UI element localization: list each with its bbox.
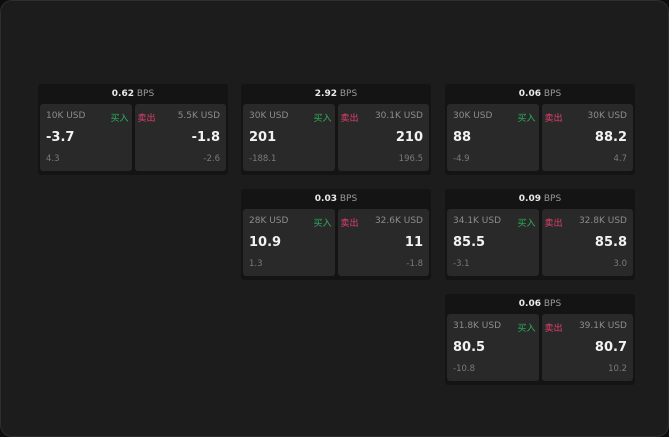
ask-quantity: 5.5K USD bbox=[177, 111, 220, 121]
bid-price: 10.9 bbox=[249, 235, 282, 250]
ask-price: 88.2 bbox=[594, 130, 627, 145]
quote-card: 0.09 BPS 34.1K USD 买入 85.5 -3.1 卖出 32.8K… bbox=[445, 189, 635, 280]
sell-label: 卖出 bbox=[544, 114, 563, 124]
ask-change: 10.2 bbox=[608, 364, 627, 374]
ask-quantity: 39.1K USD bbox=[578, 321, 627, 331]
bid-price: -3.7 bbox=[46, 130, 75, 145]
bid-quantity: 31.8K USD bbox=[453, 321, 502, 331]
buy-label: 买入 bbox=[313, 219, 332, 229]
bid-price: 85.5 bbox=[453, 235, 486, 250]
bid-price: 80.5 bbox=[453, 340, 486, 355]
spread-unit: BPS bbox=[543, 194, 562, 204]
bid-price: 201 bbox=[249, 130, 277, 145]
spread-header: 0.06 BPS bbox=[445, 294, 635, 314]
buy-button[interactable]: 28K USD 买入 10.9 1.3 bbox=[243, 209, 335, 276]
bid-quantity: 34.1K USD bbox=[453, 216, 502, 226]
ask-quantity: 30.1K USD bbox=[374, 111, 423, 121]
bid-quantity: 30K USD bbox=[249, 111, 289, 121]
spread-unit: BPS bbox=[339, 194, 358, 204]
buy-button[interactable]: 31.8K USD 买入 80.5 -10.8 bbox=[447, 314, 539, 381]
sell-button[interactable]: 卖出 30K USD 88.2 4.7 bbox=[541, 104, 633, 171]
quote-card: 0.06 BPS 30K USD 买入 88 -4.9 卖出 30K USD 8… bbox=[445, 84, 635, 175]
spread-value: 2.92 bbox=[314, 89, 337, 99]
bid-change: -4.9 bbox=[453, 154, 470, 164]
bid-price: 88 bbox=[453, 130, 472, 145]
spread-header: 2.92 BPS bbox=[241, 84, 431, 104]
buy-button[interactable]: 30K USD 买入 88 -4.9 bbox=[447, 104, 539, 171]
sell-button[interactable]: 卖出 39.1K USD 80.7 10.2 bbox=[541, 314, 633, 381]
bid-change: -10.8 bbox=[453, 364, 475, 374]
buy-button[interactable]: 34.1K USD 买入 85.5 -3.1 bbox=[447, 209, 539, 276]
spread-value: 0.06 bbox=[518, 299, 541, 309]
spread-header: 0.62 BPS bbox=[38, 84, 228, 104]
ask-quantity: 30K USD bbox=[587, 111, 627, 121]
buy-label: 买入 bbox=[313, 114, 332, 124]
quote-card: 2.92 BPS 30K USD 买入 201 -188.1 卖出 30.1K … bbox=[241, 84, 431, 175]
spread-header: 0.06 BPS bbox=[445, 84, 635, 104]
ask-change: 4.7 bbox=[613, 154, 627, 164]
sell-button[interactable]: 卖出 32.8K USD 85.8 3.0 bbox=[541, 209, 633, 276]
quote-card: 0.03 BPS 28K USD 买入 10.9 1.3 卖出 32.6K US… bbox=[241, 189, 431, 280]
ask-price: 85.8 bbox=[594, 235, 627, 250]
buy-label: 买入 bbox=[517, 324, 536, 334]
ask-change: -2.6 bbox=[203, 154, 220, 164]
sell-label: 卖出 bbox=[340, 114, 359, 124]
spread-unit: BPS bbox=[543, 89, 562, 99]
bid-change: 4.3 bbox=[46, 154, 60, 164]
bid-change: -188.1 bbox=[249, 154, 277, 164]
buy-button[interactable]: 30K USD 买入 201 -188.1 bbox=[243, 104, 335, 171]
sell-label: 卖出 bbox=[544, 324, 563, 334]
ask-price: -1.8 bbox=[191, 130, 220, 145]
spread-unit: BPS bbox=[136, 89, 155, 99]
ask-change: -1.8 bbox=[406, 259, 423, 269]
buy-label: 买入 bbox=[517, 219, 536, 229]
spread-value: 0.09 bbox=[518, 194, 541, 204]
spread-header: 0.03 BPS bbox=[241, 189, 431, 209]
bid-quantity: 10K USD bbox=[46, 111, 86, 121]
sell-button[interactable]: 卖出 30.1K USD 210 196.5 bbox=[337, 104, 429, 171]
bid-change: -3.1 bbox=[453, 259, 470, 269]
ask-change: 3.0 bbox=[613, 259, 627, 269]
buy-label: 买入 bbox=[517, 114, 536, 124]
spread-value: 0.03 bbox=[314, 194, 337, 204]
spread-unit: BPS bbox=[543, 299, 562, 309]
sell-button[interactable]: 卖出 32.6K USD 11 -1.8 bbox=[337, 209, 429, 276]
spread-value: 0.06 bbox=[518, 89, 541, 99]
ask-price: 11 bbox=[404, 235, 423, 250]
bid-change: 1.3 bbox=[249, 259, 263, 269]
sell-label: 卖出 bbox=[340, 219, 359, 229]
sell-label: 卖出 bbox=[544, 219, 563, 229]
sell-button[interactable]: 卖出 5.5K USD -1.8 -2.6 bbox=[134, 104, 226, 171]
ask-price: 80.7 bbox=[594, 340, 627, 355]
quote-card: 0.62 BPS 10K USD 买入 -3.7 4.3 卖出 5.5K USD… bbox=[38, 84, 228, 175]
sell-label: 卖出 bbox=[137, 114, 156, 124]
spread-header: 0.09 BPS bbox=[445, 189, 635, 209]
buy-button[interactable]: 10K USD 买入 -3.7 4.3 bbox=[40, 104, 132, 171]
spread-value: 0.62 bbox=[111, 89, 134, 99]
ask-change: 196.5 bbox=[398, 154, 423, 164]
ask-quantity: 32.8K USD bbox=[578, 216, 627, 226]
quote-card: 0.06 BPS 31.8K USD 买入 80.5 -10.8 卖出 39.1… bbox=[445, 294, 635, 385]
bid-quantity: 28K USD bbox=[249, 216, 289, 226]
buy-label: 买入 bbox=[110, 114, 129, 124]
ask-price: 210 bbox=[395, 130, 423, 145]
ask-quantity: 32.6K USD bbox=[374, 216, 423, 226]
spread-unit: BPS bbox=[339, 89, 358, 99]
bid-quantity: 30K USD bbox=[453, 111, 493, 121]
